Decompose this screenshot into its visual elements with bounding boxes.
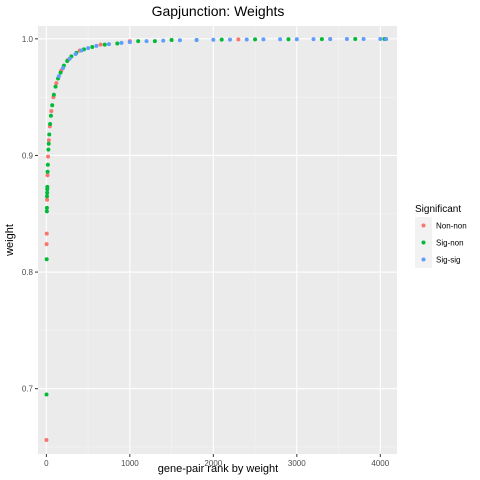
data-point-sig-non — [115, 41, 120, 46]
data-point-non-non — [44, 242, 49, 247]
data-point-sig-sig — [127, 40, 132, 45]
data-point-sig-sig — [194, 37, 199, 42]
data-point-sig-sig — [378, 36, 383, 41]
data-point-sig-non — [48, 121, 53, 126]
data-point-sig-sig — [56, 74, 61, 79]
data-point-non-non — [236, 37, 241, 42]
data-point-sig-sig — [328, 37, 333, 42]
data-point-sig-sig — [67, 56, 72, 61]
data-point-non-non — [98, 42, 103, 47]
data-point-sig-non — [136, 39, 141, 44]
data-point-non-non — [44, 231, 49, 236]
x-tick-label: 1000 — [121, 459, 139, 468]
data-point-sig-sig — [361, 37, 366, 42]
data-point-non-non — [46, 138, 51, 143]
data-point-sig-non — [353, 37, 358, 42]
plot-panel — [38, 26, 397, 454]
y-tick-label: 0.8 — [22, 268, 34, 277]
legend-title: Significant — [415, 204, 461, 215]
data-point-sig-sig — [94, 43, 99, 48]
data-point-sig-non — [44, 209, 49, 214]
data-point-sig-sig — [161, 38, 166, 43]
data-point-sig-non — [44, 257, 49, 262]
data-point-sig-non — [45, 162, 50, 167]
data-point-sig-sig — [311, 37, 316, 42]
data-point-sig-sig — [384, 36, 389, 41]
data-point-sig-non — [45, 169, 50, 174]
data-point-sig-non — [169, 37, 174, 42]
legend-label: Sig-non — [436, 239, 464, 248]
data-point-sig-non — [45, 194, 50, 199]
data-point-sig-non — [45, 190, 50, 195]
grid — [38, 26, 397, 454]
data-point-sig-non — [50, 103, 55, 108]
data-point-sig-non — [90, 44, 95, 49]
data-point-non-non — [54, 81, 59, 86]
data-point-sig-sig — [86, 46, 91, 51]
data-points — [44, 36, 389, 443]
data-point-sig-non — [102, 42, 107, 47]
data-point-sig-sig — [261, 37, 266, 42]
data-point-sig-non — [53, 84, 58, 89]
data-point-sig-non — [286, 37, 291, 42]
data-point-sig-non — [44, 392, 49, 397]
legend-label: Non-non — [436, 222, 467, 231]
x-tick-label: 2000 — [204, 459, 222, 468]
data-point-sig-sig — [211, 37, 216, 42]
data-point-non-non — [44, 438, 49, 443]
y-tick-label: 0.9 — [22, 151, 34, 160]
chart-title: Gapjunction: Weights — [152, 3, 285, 19]
data-point-sig-non — [58, 70, 63, 75]
data-point-sig-non — [47, 132, 52, 137]
y-tick-label: 0.7 — [22, 385, 34, 394]
data-point-sig-non — [45, 184, 50, 189]
x-axis-title: gene-pair rank by weight — [158, 463, 278, 475]
legend-key-sig-sig — [421, 257, 426, 262]
data-point-sig-sig — [294, 37, 299, 42]
y-axis-ticks: 0.7 0.8 0.9 1.0 — [22, 35, 38, 394]
y-axis-title: weight — [4, 224, 16, 257]
data-point-non-non — [45, 197, 50, 202]
data-point-sig-sig — [278, 37, 283, 42]
x-tick-label: 4000 — [371, 459, 389, 468]
data-point-sig-non — [44, 205, 49, 210]
data-point-sig-sig — [73, 51, 78, 56]
data-point-sig-non — [46, 147, 51, 152]
legend: Significant Non-non Sig-non Sig-sig — [415, 204, 467, 268]
data-point-sig-non — [51, 92, 56, 97]
data-point-non-non — [45, 173, 50, 178]
y-tick-label: 1.0 — [22, 35, 34, 44]
legend-label: Sig-sig — [436, 256, 460, 265]
data-point-non-non — [46, 154, 51, 159]
x-tick-label: 3000 — [288, 459, 306, 468]
data-point-sig-non — [152, 39, 157, 44]
data-point-sig-non — [65, 58, 70, 63]
data-point-sig-sig — [61, 65, 66, 70]
legend-key-sig-non — [421, 240, 426, 245]
data-point-sig-sig — [177, 38, 182, 43]
data-point-sig-sig — [228, 37, 233, 42]
data-point-sig-non — [48, 113, 53, 118]
data-point-sig-non — [319, 37, 324, 42]
data-point-sig-sig — [119, 40, 124, 45]
data-point-sig-non — [46, 141, 51, 146]
data-point-sig-sig — [244, 37, 249, 42]
data-point-sig-non — [253, 37, 258, 42]
legend-key-non-non — [421, 223, 426, 228]
x-axis-ticks: 0 1000 2000 3000 4000 — [44, 454, 390, 468]
data-point-sig-sig — [79, 48, 84, 53]
data-point-sig-non — [219, 37, 224, 42]
data-point-non-non — [49, 109, 54, 114]
data-point-sig-sig — [344, 37, 349, 42]
x-tick-label: 0 — [44, 459, 49, 468]
data-point-sig-sig — [106, 42, 111, 47]
data-point-sig-sig — [144, 39, 149, 44]
